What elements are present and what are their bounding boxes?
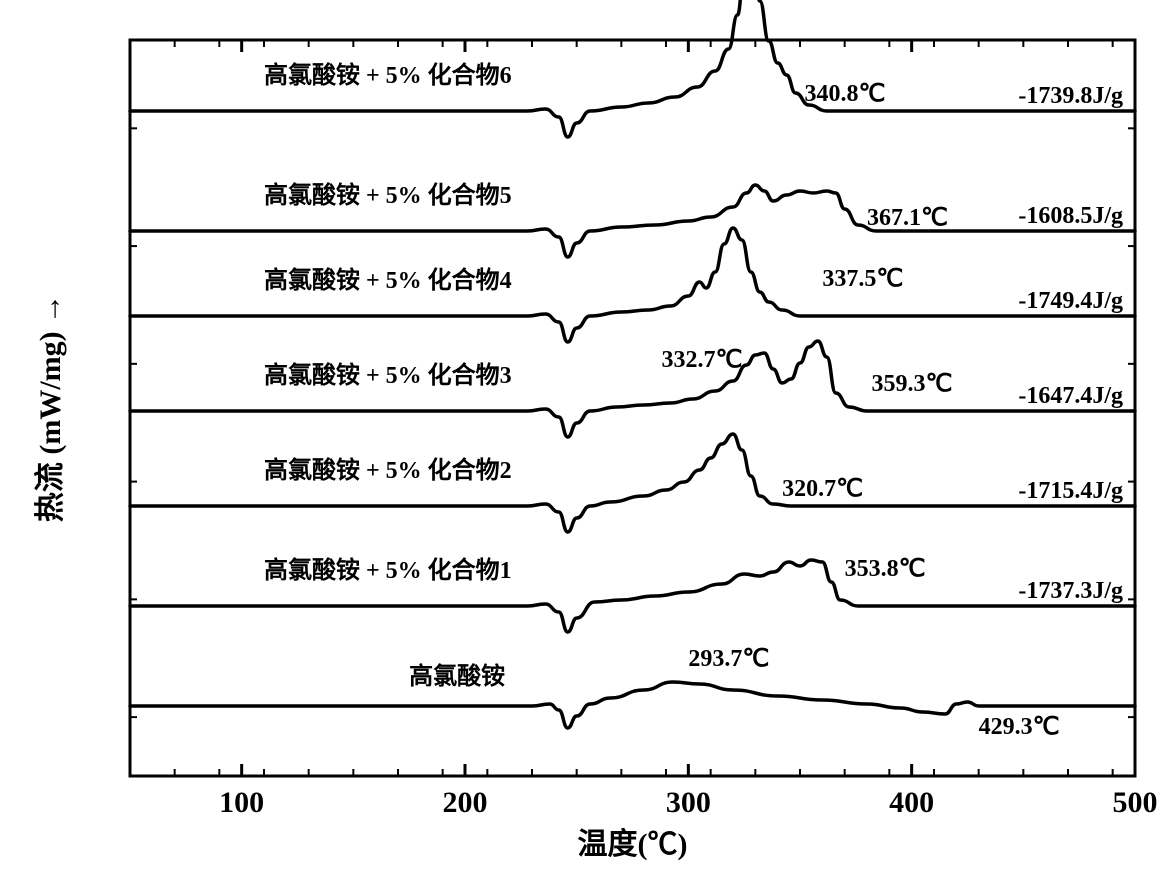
series-label: 高氯酸铵 + 5% 化合物2: [264, 456, 512, 484]
peak-annot: 340.8℃: [804, 81, 885, 107]
peak-annot: 332.7℃: [662, 347, 743, 373]
energy-label: -1749.4J/g: [1018, 288, 1123, 314]
x-axis-label: 温度(℃): [578, 828, 688, 861]
series-label: 高氯酸铵 + 5% 化合物6: [264, 61, 512, 89]
x-tick-label: 300: [666, 786, 711, 819]
x-tick-label: 200: [443, 786, 488, 819]
peak-annot: 359.3℃: [871, 371, 952, 397]
x-tick-label: 500: [1113, 786, 1158, 819]
peak-annot: 367.1℃: [867, 205, 948, 231]
peak-annot: 353.8℃: [845, 556, 926, 582]
energy-label: -1715.4J/g: [1018, 478, 1123, 504]
x-tick-label: 100: [219, 786, 264, 819]
series-label: 高氯酸铵 + 5% 化合物3: [264, 361, 512, 389]
energy-label: -1737.3J/g: [1018, 578, 1123, 604]
peak-annot: 320.7℃: [782, 476, 863, 502]
peak-annot: 337.5℃: [822, 266, 903, 292]
energy-label: -1647.4J/g: [1018, 383, 1123, 409]
dsc-chart: 100 200 300 400 500 温度(℃) 热流 (mW/mg) → 高氯酸铵 293.…: [0, 0, 1175, 886]
x-tick-label: 400: [889, 786, 934, 819]
series-label: 高氯酸铵 + 5% 化合物4: [264, 266, 512, 294]
peak-annot: 429.3℃: [979, 714, 1060, 740]
energy-label: -1608.5J/g: [1018, 203, 1123, 229]
series-label: 高氯酸铵 + 5% 化合物1: [264, 556, 512, 584]
energy-label: -1739.8J/g: [1018, 83, 1123, 109]
peak-annot: 293.7℃: [688, 646, 769, 672]
series-label: 高氯酸铵: [409, 662, 505, 690]
series-label: 高氯酸铵 + 5% 化合物5: [264, 181, 512, 209]
y-axis-label: 热流 (mW/mg) →: [34, 294, 67, 522]
